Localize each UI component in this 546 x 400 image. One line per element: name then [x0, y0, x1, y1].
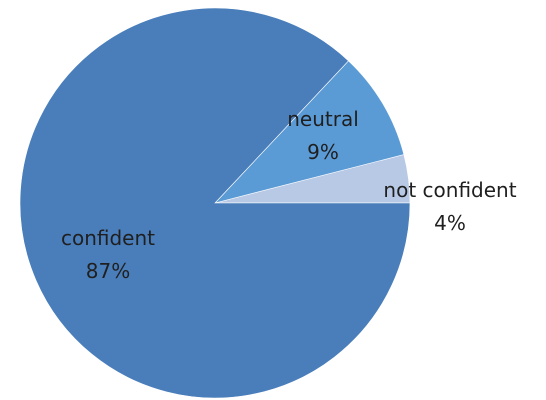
pie-value-not-confident: 4% [434, 211, 466, 235]
pie-label-neutral: neutral [287, 107, 359, 131]
pie-label-confident: confident [61, 226, 155, 250]
pie-slice-confident [19, 7, 411, 399]
pie-slice-neutral [214, 60, 405, 204]
pie-label-not-confident: not confident [383, 178, 516, 202]
pie-slices [19, 7, 411, 399]
pie-value-neutral: 9% [307, 140, 339, 164]
pie-labels: not confident 4% neutral 9% confident 87% [61, 107, 517, 283]
pie-value-confident: 87% [86, 259, 130, 283]
